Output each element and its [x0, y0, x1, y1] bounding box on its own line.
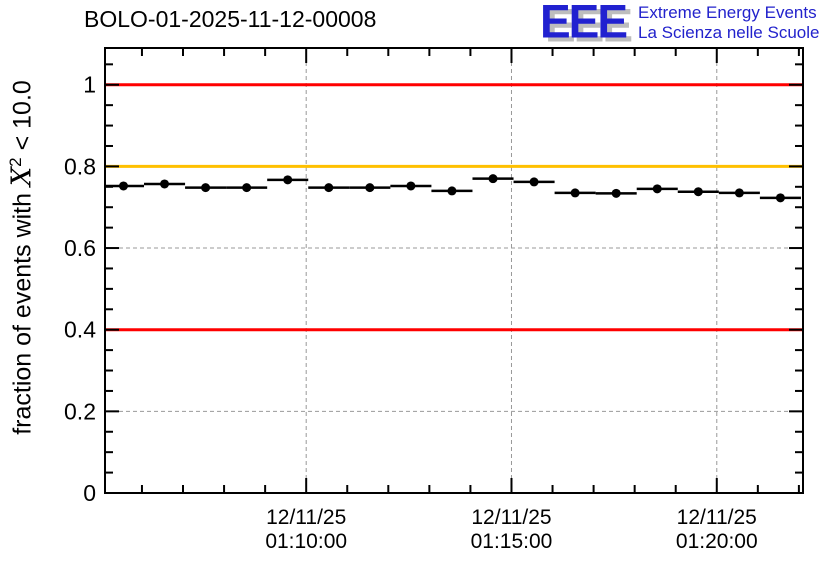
x-tick-date-label: 12/11/25 — [266, 506, 346, 529]
data-point — [693, 187, 703, 197]
data-point — [118, 181, 128, 191]
data-point — [160, 179, 170, 189]
y-tick-label: 0.2 — [64, 398, 96, 424]
data-point — [324, 183, 334, 193]
y-tick-label: 0.6 — [64, 235, 96, 261]
data-point — [201, 183, 211, 193]
eee-logo-line1: Extreme Energy Events — [638, 3, 817, 22]
data-point — [775, 193, 785, 203]
data-point — [570, 188, 580, 198]
data-point — [283, 175, 293, 185]
data-point — [365, 183, 375, 193]
y-tick-label: 0 — [83, 480, 96, 506]
eee-logo-tagline: Extreme Energy Events La Scienza nelle S… — [638, 3, 819, 43]
plot-frame — [104, 47, 804, 494]
eee-logo: EEE Extreme Energy Events La Scienza nel… — [540, 0, 830, 52]
data-point — [734, 188, 744, 198]
eee-logo-acronym: EEE — [540, 0, 628, 48]
data-point — [652, 184, 662, 194]
data-point — [406, 181, 416, 191]
x-tick-time-label: 01:15:00 — [471, 530, 553, 553]
y-tick-label: 0.4 — [64, 317, 96, 343]
data-point — [488, 174, 498, 184]
x-tick-time-label: 01:10:00 — [265, 530, 347, 553]
plot-title: BOLO-01-2025-11-12-00008 — [84, 6, 377, 32]
x-tick-date-label: 12/11/25 — [471, 506, 551, 529]
y-tick-label: 0.8 — [64, 153, 96, 179]
x-tick-time-label: 01:20:00 — [676, 530, 758, 553]
data-point — [242, 183, 252, 193]
data-point — [529, 177, 539, 187]
eee-logo-line2: La Scienza nelle Scuole — [638, 23, 820, 42]
y-tick-label: 1 — [83, 72, 96, 98]
data-point — [611, 188, 621, 198]
x-tick-date-label: 12/11/25 — [677, 506, 757, 529]
data-point — [447, 186, 457, 196]
